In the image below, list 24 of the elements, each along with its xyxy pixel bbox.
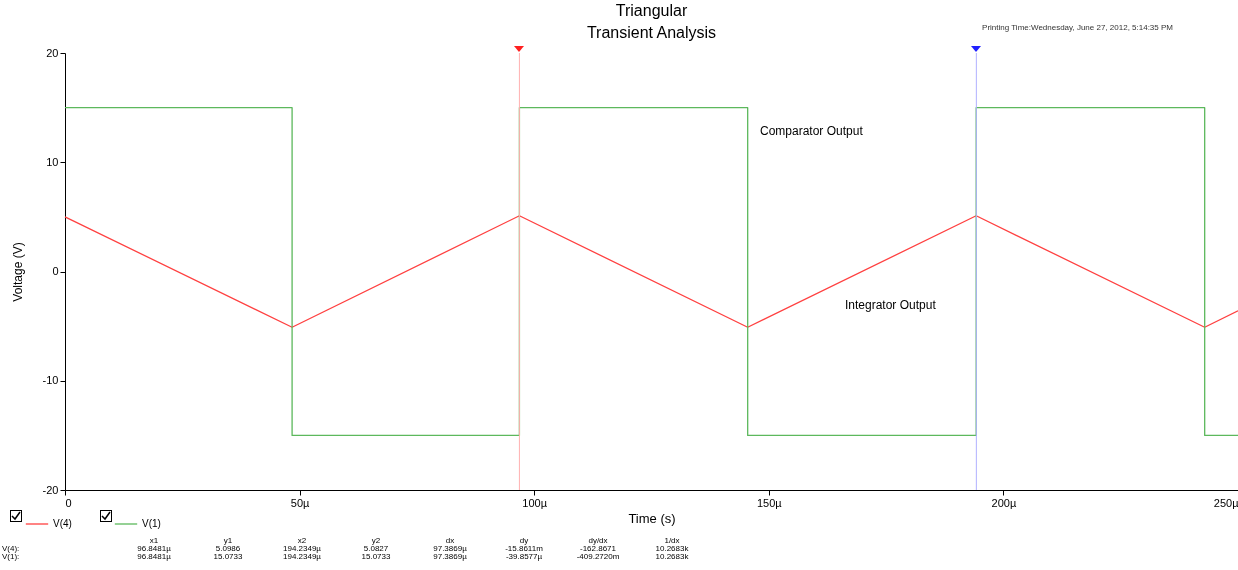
- x-axis-title: Time (s): [628, 510, 676, 526]
- x-tick-label: 100µ: [522, 496, 548, 509]
- y-tick-label: -10: [42, 374, 59, 387]
- text: V(4): 96.8481µ 5.0986 194.2349µ 5.0827 97.3869µ -15.8611m -162.8671 10.2683k: [2, 544, 689, 553]
- x-tick-label: 50µ: [290, 496, 311, 509]
- x-tick-label: 200µ: [991, 496, 1017, 509]
- y-axis-title: Voltage (V): [10, 242, 25, 302]
- y-tick-label: -20: [42, 483, 59, 496]
- y-tick-label: 20: [46, 46, 59, 59]
- y-tick-label: 10: [46, 155, 59, 168]
- annotation: Integrator Output: [845, 298, 936, 312]
- text: V(1): 96.8481µ 15.0733 194.2349µ 15.0733 97.3869µ -39.8577µ -409.2720m 10.2683k: [2, 552, 689, 561]
- x-tick-label: 150µ: [756, 496, 783, 509]
- x-tick-label: 0: [65, 496, 72, 509]
- legend-label: V(1): [142, 518, 161, 529]
- legend-label: V(4): [53, 518, 72, 529]
- x-tick-label: 250µ: [1213, 496, 1238, 509]
- annotation: Comparator Output: [760, 124, 863, 138]
- text: x1 y1 x2 y2 dx dy dy/dx 1/dx: [149, 536, 680, 545]
- chart-subtitle: Transient Analysis: [586, 24, 717, 41]
- text: Printing Time:Wednesday, June 27, 2012, 5:14:35 PM: [982, 23, 1173, 32]
- y-tick-label: 0: [52, 265, 59, 277]
- chart-title: Triangular: [615, 2, 688, 19]
- line-series: [64, 215, 1238, 328]
